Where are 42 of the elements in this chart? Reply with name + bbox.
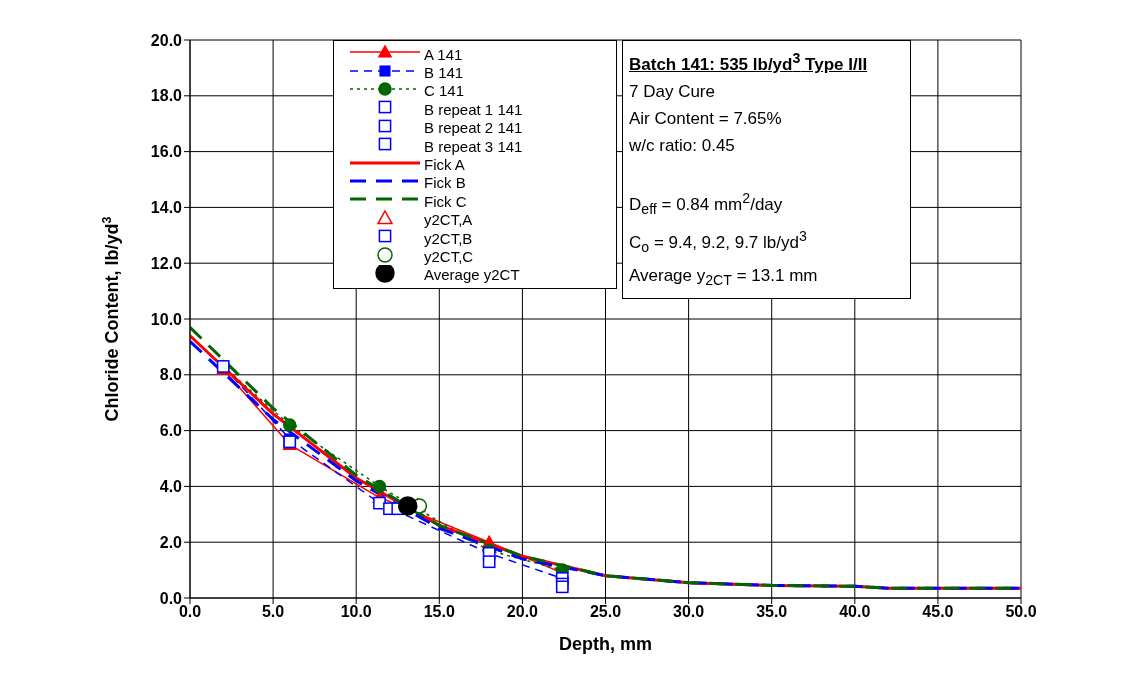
x-tick-label: 40.0 [839,603,871,621]
annotation: Average y$_{2CT}$ = 13.1 mm [629,265,818,289]
y-tick-label: 6.0 [159,422,183,440]
text: Batch 141: 535 lb/yd$^{3}$ Type I/II [629,50,868,74]
y-tick-label: 18.0 [150,87,183,105]
annotation: Air Content = 7.65% [629,108,782,128]
x-tick-label: 10.0 [340,603,372,621]
y-tick-label: 8.0 [159,366,183,384]
x-tick-label: 20.0 [506,603,539,621]
legend-label: B 141 [424,64,464,82]
x-tick-label: 45.0 [922,603,954,621]
y-tick-label: 16.0 [150,143,183,161]
y-tick-label: 4.0 [159,478,183,496]
annotation: D$_{eff}$ = 0.84 mm$^{2}$/day [629,190,783,218]
legend-label: Fick A [424,156,465,174]
legend-label: y2CT,C [424,247,474,265]
y-tick-label: 12.0 [150,254,183,272]
y-tick-label: 14.0 [150,199,183,217]
legend-label: B repeat 1 141 [424,100,523,118]
legend-label: y2CT,B [424,229,473,247]
x-tick-label: 35.0 [756,603,788,621]
legend-label: B repeat 2 141 [424,119,523,137]
annotation: w/c ratio: 0.45 [629,135,735,155]
y-tick-label: 10.0 [150,310,183,328]
annotation: 7 Day Cure [629,81,715,101]
x-axis-title: Depth, mm [558,634,653,654]
legend-label: Fick C [424,192,467,210]
y-tick-label: 2.0 [159,533,183,551]
legend-label: Fick B [424,174,466,192]
y-tick-label: 20.0 [150,31,183,49]
x-tick-label: 30.0 [673,603,705,621]
legend-label: C 141 [424,82,465,100]
legend-label: B repeat 3 141 [424,137,523,155]
x-tick-label: 15.0 [423,603,455,621]
legend-label: A 141 [424,45,463,63]
annotation: C$_{o}$ = 9.4, 9.2, 9.7 lb/yd$^{3}$ [629,228,807,256]
x-tick-label: 0.0 [178,603,202,621]
x-tick-label: 25.0 [589,603,622,621]
x-tick-label: 5.0 [261,603,285,621]
legend-label: Average y2CT [424,266,520,284]
legend-label: y2CT,A [424,211,473,229]
x-tick-label: 50.0 [1005,603,1037,621]
